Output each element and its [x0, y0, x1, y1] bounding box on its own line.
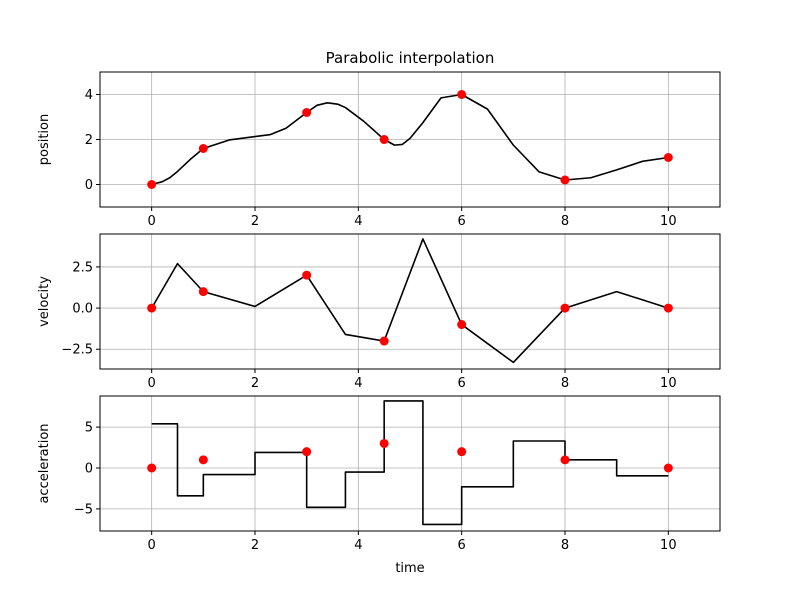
data-point	[379, 438, 389, 448]
data-point	[560, 455, 570, 465]
x-tick-label: 10	[660, 538, 677, 553]
axes-frame	[99, 395, 721, 532]
panels: 0 2 4 6 8 10 0 2 4 position 0 2 4 6 8 10 −2.5 0.0 2.5 veloc…	[37, 71, 721, 553]
x-tick-label: 2	[251, 538, 259, 553]
x-tick-label: 2	[251, 214, 259, 229]
data-point	[302, 447, 312, 457]
y-tick-label: 0	[85, 178, 93, 193]
y-tick-label: 2	[85, 133, 93, 148]
y-axis-label: velocity	[37, 276, 52, 327]
data-point	[379, 135, 389, 144]
data-point	[147, 303, 157, 313]
data-point	[560, 303, 570, 313]
data-point	[663, 153, 673, 162]
data-point	[457, 90, 467, 99]
series-line	[151, 400, 669, 526]
y-tick-label: −2.5	[61, 343, 93, 358]
y-tick-label: 5	[85, 421, 93, 436]
chart-title: Parabolic interpolation	[326, 49, 495, 67]
x-tick-label: 4	[354, 214, 362, 229]
y-axis-label: position	[37, 114, 52, 166]
data-point	[663, 303, 673, 313]
x-tick-label: 6	[458, 376, 466, 391]
y-tick-label: 0.0	[72, 302, 93, 317]
x-tick-label: 0	[148, 538, 156, 553]
data-point	[302, 108, 312, 117]
y-tick-label: −5	[74, 502, 93, 517]
x-tick-label: 2	[251, 376, 259, 391]
x-axis-label: time	[395, 561, 424, 576]
x-tick-label: 0	[148, 214, 156, 229]
y-axis-label: acceleration	[37, 423, 52, 503]
data-point	[457, 447, 467, 457]
data-point	[302, 270, 312, 280]
velocity-panel: 0 2 4 6 8 10 −2.5 0.0 2.5 velocity	[37, 233, 721, 391]
data-point	[198, 455, 208, 465]
data-point	[147, 463, 157, 473]
x-tick-label: 8	[561, 376, 569, 391]
data-point	[379, 336, 389, 346]
x-tick-label: 0	[148, 376, 156, 391]
y-tick-label: 0	[85, 462, 93, 477]
x-tick-label: 10	[660, 376, 677, 391]
data-point	[198, 144, 208, 153]
y-tick-label: 4	[85, 88, 93, 103]
x-tick-label: 8	[561, 538, 569, 553]
x-tick-label: 6	[458, 538, 466, 553]
axes-frame	[99, 233, 721, 370]
series-line	[150, 238, 669, 364]
data-point	[198, 287, 208, 297]
position-panel: 0 2 4 6 8 10 0 2 4 position	[37, 71, 721, 229]
x-tick-label: 6	[458, 214, 466, 229]
data-point	[663, 463, 673, 473]
x-tick-label: 4	[354, 538, 362, 553]
x-tick-label: 8	[561, 214, 569, 229]
data-point	[147, 180, 157, 189]
acceleration-panel: 0 2 4 6 8 10 −5 0 5 acceleration	[37, 395, 721, 553]
x-tick-label: 4	[354, 376, 362, 391]
data-point	[560, 175, 570, 185]
x-tick-label: 10	[660, 214, 677, 229]
y-tick-label: 2.5	[72, 260, 93, 275]
data-point	[457, 320, 467, 330]
